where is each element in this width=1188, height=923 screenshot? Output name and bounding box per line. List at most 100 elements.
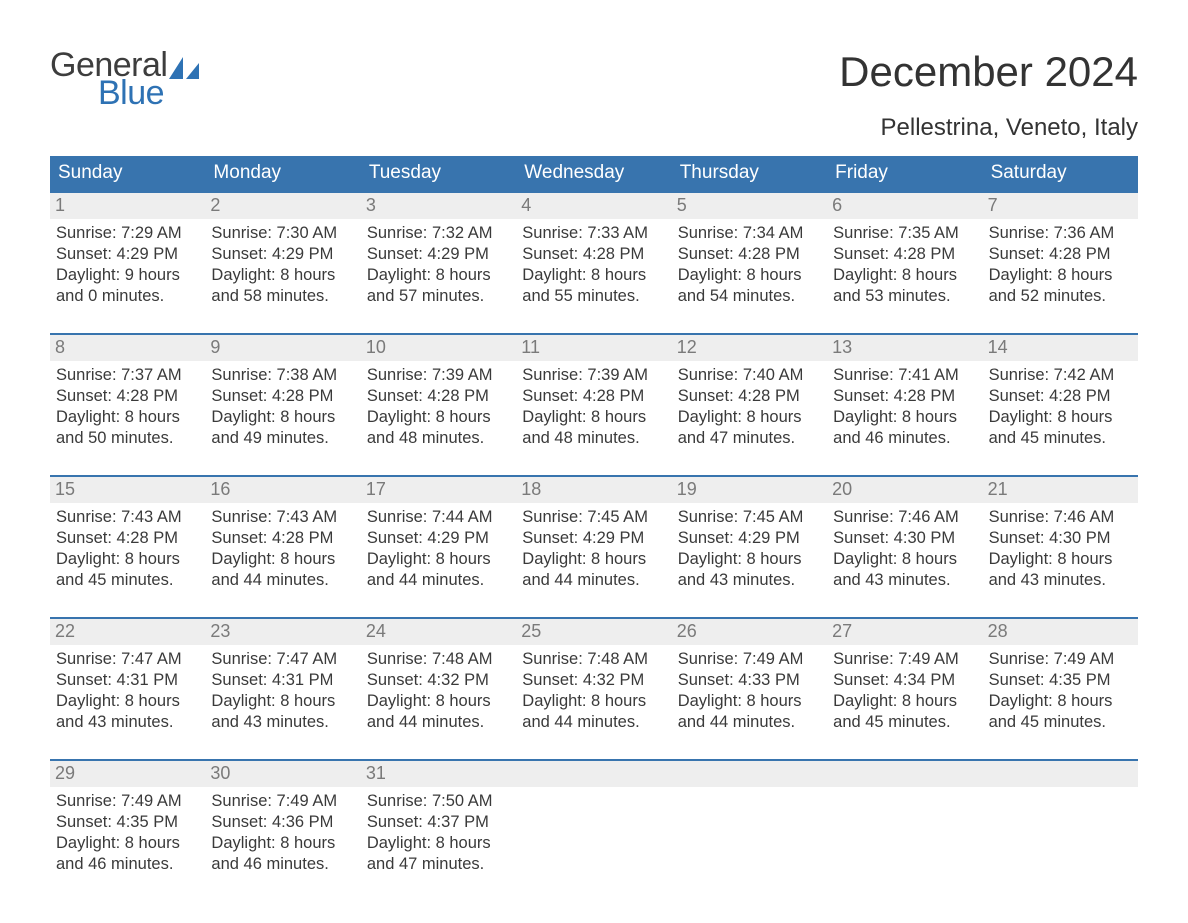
day-number: 18 — [516, 477, 671, 503]
daynum-row: 293031 — [50, 761, 1138, 787]
sunset-text: Sunset: 4:33 PM — [678, 670, 821, 691]
daylight-text: Daylight: 8 hours — [56, 549, 199, 570]
daylight-text: and 45 minutes. — [833, 712, 976, 733]
daylight-text: and 47 minutes. — [678, 428, 821, 449]
sunset-text: Sunset: 4:35 PM — [989, 670, 1132, 691]
day-number: 7 — [983, 193, 1138, 219]
sunset-text: Sunset: 4:28 PM — [678, 244, 821, 265]
daylight-text: Daylight: 8 hours — [56, 833, 199, 854]
daylight-text: and 47 minutes. — [367, 854, 510, 875]
sunset-text: Sunset: 4:29 PM — [211, 244, 354, 265]
daylight-text: Daylight: 8 hours — [522, 265, 665, 286]
week-row: 1234567Sunrise: 7:29 AMSunset: 4:29 PMDa… — [50, 191, 1138, 315]
header: General Blue December 2024 Pellestrina, … — [50, 48, 1138, 142]
day-cell: Sunrise: 7:44 AMSunset: 4:29 PMDaylight:… — [361, 503, 516, 599]
day-number: 3 — [361, 193, 516, 219]
day-number: 8 — [50, 335, 205, 361]
day-number: 31 — [361, 761, 516, 787]
day-number: 9 — [205, 335, 360, 361]
sunrise-text: Sunrise: 7:47 AM — [211, 649, 354, 670]
sunrise-text: Sunrise: 7:30 AM — [211, 223, 354, 244]
sunset-text: Sunset: 4:30 PM — [989, 528, 1132, 549]
sunset-text: Sunset: 4:29 PM — [56, 244, 199, 265]
daylight-text: Daylight: 8 hours — [56, 407, 199, 428]
day-number: 23 — [205, 619, 360, 645]
sunrise-text: Sunrise: 7:49 AM — [56, 791, 199, 812]
day-cell: Sunrise: 7:50 AMSunset: 4:37 PMDaylight:… — [361, 787, 516, 883]
daylight-text: Daylight: 8 hours — [367, 407, 510, 428]
daylight-text: Daylight: 8 hours — [367, 265, 510, 286]
day-cell: Sunrise: 7:46 AMSunset: 4:30 PMDaylight:… — [983, 503, 1138, 599]
day-cell: Sunrise: 7:45 AMSunset: 4:29 PMDaylight:… — [516, 503, 671, 599]
sunrise-text: Sunrise: 7:48 AM — [367, 649, 510, 670]
weekday-tuesday: Tuesday — [361, 156, 516, 191]
sunset-text: Sunset: 4:29 PM — [367, 528, 510, 549]
day-cell: Sunrise: 7:47 AMSunset: 4:31 PMDaylight:… — [205, 645, 360, 741]
day-cell: Sunrise: 7:39 AMSunset: 4:28 PMDaylight:… — [361, 361, 516, 457]
sunset-text: Sunset: 4:29 PM — [522, 528, 665, 549]
daylight-text: Daylight: 8 hours — [522, 407, 665, 428]
daylight-text: Daylight: 8 hours — [367, 549, 510, 570]
day-number — [827, 761, 982, 787]
day-cell — [827, 787, 982, 883]
day-number: 22 — [50, 619, 205, 645]
daylight-text: and 44 minutes. — [367, 570, 510, 591]
daylight-text: and 43 minutes. — [211, 712, 354, 733]
day-number: 20 — [827, 477, 982, 503]
daylight-text: and 43 minutes. — [989, 570, 1132, 591]
page: General Blue December 2024 Pellestrina, … — [0, 0, 1188, 923]
sunset-text: Sunset: 4:28 PM — [678, 386, 821, 407]
day-cell — [672, 787, 827, 883]
weeks-container: 1234567Sunrise: 7:29 AMSunset: 4:29 PMDa… — [50, 191, 1138, 883]
daynum-row: 1234567 — [50, 193, 1138, 219]
daylight-text: and 49 minutes. — [211, 428, 354, 449]
sunset-text: Sunset: 4:30 PM — [833, 528, 976, 549]
daylight-text: Daylight: 8 hours — [211, 265, 354, 286]
day-number: 19 — [672, 477, 827, 503]
day-cell: Sunrise: 7:49 AMSunset: 4:35 PMDaylight:… — [50, 787, 205, 883]
day-number: 27 — [827, 619, 982, 645]
daylight-text: Daylight: 8 hours — [989, 265, 1132, 286]
weekday-monday: Monday — [205, 156, 360, 191]
sunrise-text: Sunrise: 7:46 AM — [989, 507, 1132, 528]
daylight-text: and 0 minutes. — [56, 286, 199, 307]
sunrise-text: Sunrise: 7:44 AM — [367, 507, 510, 528]
sunset-text: Sunset: 4:28 PM — [833, 244, 976, 265]
daylight-text: and 44 minutes. — [211, 570, 354, 591]
daylight-text: Daylight: 8 hours — [522, 691, 665, 712]
daylight-text: and 54 minutes. — [678, 286, 821, 307]
sunrise-text: Sunrise: 7:48 AM — [522, 649, 665, 670]
daylight-text: Daylight: 8 hours — [522, 549, 665, 570]
sunrise-text: Sunrise: 7:32 AM — [367, 223, 510, 244]
day-cell: Sunrise: 7:45 AMSunset: 4:29 PMDaylight:… — [672, 503, 827, 599]
day-cell: Sunrise: 7:48 AMSunset: 4:32 PMDaylight:… — [361, 645, 516, 741]
daylight-text: and 44 minutes. — [522, 570, 665, 591]
day-number: 15 — [50, 477, 205, 503]
sunrise-text: Sunrise: 7:35 AM — [833, 223, 976, 244]
weekday-sunday: Sunday — [50, 156, 205, 191]
day-cell: Sunrise: 7:39 AMSunset: 4:28 PMDaylight:… — [516, 361, 671, 457]
sunrise-text: Sunrise: 7:46 AM — [833, 507, 976, 528]
day-cell: Sunrise: 7:41 AMSunset: 4:28 PMDaylight:… — [827, 361, 982, 457]
weekday-wednesday: Wednesday — [516, 156, 671, 191]
sunrise-text: Sunrise: 7:50 AM — [367, 791, 510, 812]
sunset-text: Sunset: 4:28 PM — [522, 386, 665, 407]
sunset-text: Sunset: 4:28 PM — [56, 528, 199, 549]
day-number: 17 — [361, 477, 516, 503]
daylight-text: Daylight: 8 hours — [367, 691, 510, 712]
day-cell: Sunrise: 7:42 AMSunset: 4:28 PMDaylight:… — [983, 361, 1138, 457]
sunrise-text: Sunrise: 7:33 AM — [522, 223, 665, 244]
daylight-text: Daylight: 8 hours — [211, 691, 354, 712]
daylight-text: and 44 minutes. — [678, 712, 821, 733]
day-cell: Sunrise: 7:43 AMSunset: 4:28 PMDaylight:… — [205, 503, 360, 599]
day-number: 5 — [672, 193, 827, 219]
daylight-text: Daylight: 8 hours — [678, 691, 821, 712]
daylight-text: and 45 minutes. — [56, 570, 199, 591]
sunrise-text: Sunrise: 7:41 AM — [833, 365, 976, 386]
daylight-text: and 50 minutes. — [56, 428, 199, 449]
sunset-text: Sunset: 4:28 PM — [56, 386, 199, 407]
daylight-text: and 44 minutes. — [367, 712, 510, 733]
day-number: 14 — [983, 335, 1138, 361]
day-number: 28 — [983, 619, 1138, 645]
day-cell: Sunrise: 7:49 AMSunset: 4:36 PMDaylight:… — [205, 787, 360, 883]
